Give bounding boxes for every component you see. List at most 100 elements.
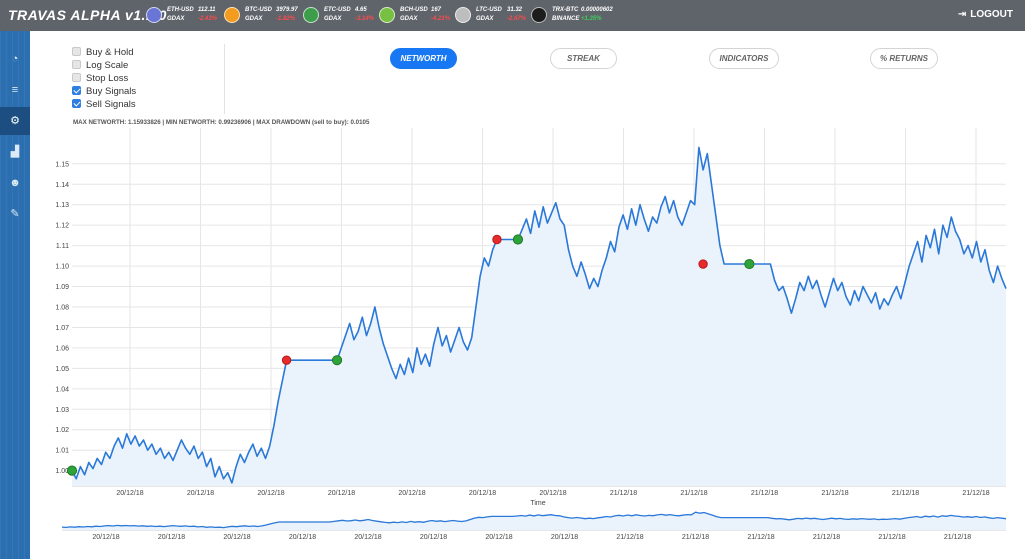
x-tick-label: 21/12/18 <box>892 490 919 497</box>
ticker-symbol: ETH-USD <box>167 7 194 13</box>
sell-signal-marker[interactable] <box>492 234 502 245</box>
navigator-tick-label: 20/12/18 <box>551 534 578 541</box>
ticker-symbol: LTC-USD <box>476 7 502 13</box>
ticker-exchange: GDAX <box>400 16 418 22</box>
ticker-exchange: GDAX <box>324 16 342 22</box>
ticker-change: -1.82% <box>276 16 296 22</box>
y-tick-label: 1.03 <box>55 407 69 414</box>
option-log-scale[interactable]: Log Scale <box>72 60 128 71</box>
sidebar-item-settings[interactable]: ≡ <box>0 76 30 104</box>
y-tick-label: 1.00 <box>55 468 69 475</box>
option-stop-loss[interactable]: Stop Loss <box>72 73 128 84</box>
dashboard-icon: ◔ <box>11 53 19 65</box>
ticker-change: -2.67% <box>507 16 527 22</box>
ticker-price: 3979.97 <box>276 7 298 13</box>
checkbox[interactable] <box>72 73 81 82</box>
ticker-exchange: BINANCE <box>552 16 580 22</box>
y-tick-label: 1.01 <box>55 448 69 455</box>
ticker-price: 167 <box>431 7 442 13</box>
ticker-price: 0.00000602 <box>581 7 613 13</box>
sidebar-item-tools[interactable]: ✎ <box>0 200 30 228</box>
ticker-change: +1.35% <box>581 16 602 22</box>
option-sell-signals[interactable]: Sell Signals <box>72 99 136 110</box>
sidebar-item-analytics[interactable]: ▟ <box>0 138 30 166</box>
ticker-symbol: ETC-USD <box>324 7 351 13</box>
y-tick-label: 1.08 <box>55 305 69 312</box>
x-tick-label: 20/12/18 <box>187 490 214 497</box>
y-tick-label: 1.10 <box>55 264 69 271</box>
navigator-tick-label: 20/12/18 <box>485 534 512 541</box>
navigator-tick-label: 20/12/18 <box>354 534 381 541</box>
option-label: Log Scale <box>86 60 129 71</box>
sidebar-item-strategies[interactable]: ⚙ <box>0 107 30 135</box>
buy-signal-marker[interactable] <box>744 258 755 270</box>
y-tick-label: 1.14 <box>55 182 69 189</box>
tab-networth[interactable]: NETWORTH <box>390 48 457 69</box>
x-tick-label: 21/12/18 <box>751 490 778 497</box>
y-tick-label: 1.13 <box>55 202 69 209</box>
sidebar-item-dashboard[interactable]: ◔ <box>0 45 30 73</box>
ticker-change: -3.14% <box>355 16 375 22</box>
x-tick-label: 20/12/18 <box>116 490 143 497</box>
x-tick-label: 21/12/18 <box>680 490 707 497</box>
buy-signal-marker[interactable] <box>66 465 78 476</box>
navigator-tick-label: 21/12/18 <box>944 534 971 541</box>
app-title: TRAVAS ALPHA v1.1.0 <box>8 7 167 23</box>
navigator-tick-label: 20/12/18 <box>289 534 316 541</box>
ticker-exchange: GDAX <box>476 16 494 22</box>
x-tick-label: 20/12/18 <box>469 490 496 497</box>
checkbox[interactable] <box>72 86 81 95</box>
sell-signal-marker[interactable] <box>281 355 292 365</box>
navigator-tick-label: 21/12/18 <box>878 534 905 541</box>
litecoin-icon <box>455 7 471 23</box>
navigator-tick-label: 20/12/18 <box>158 534 185 541</box>
option-label: Sell Signals <box>86 99 136 110</box>
sidebar-item-users[interactable]: ☻ <box>0 169 30 197</box>
ticker-exchange: GDAX <box>167 16 185 22</box>
option-label: Buy Signals <box>86 86 137 97</box>
navigator-area <box>62 512 1006 530</box>
area-chart-icon: ▟ <box>10 146 20 158</box>
y-tick-label: 1.06 <box>55 345 69 352</box>
ticker-symbol: BCH-USD <box>400 7 428 13</box>
tab-returns[interactable]: % RETURNS <box>870 48 938 69</box>
checkbox[interactable] <box>72 47 81 56</box>
x-tick-label: 20/12/18 <box>398 490 425 497</box>
x-tick-label: 21/12/18 <box>821 490 848 497</box>
top-bar: TRAVAS ALPHA v1.1.0 ETH-USD GDAX 112.11 -2.… <box>0 0 1025 31</box>
x-tick-label: 20/12/18 <box>539 490 566 497</box>
ticker-change: -2.43% <box>198 16 218 22</box>
logout-button[interactable]: ⇥ LOGOUT <box>958 9 1013 20</box>
navigator-tick-label: 21/12/18 <box>747 534 774 541</box>
sell-signal-marker[interactable] <box>698 259 708 269</box>
option-buy-hold[interactable]: Buy & Hold <box>72 47 134 58</box>
logout-icon: ⇥ <box>957 9 967 20</box>
range-navigator[interactable]: 20/12/18 20/12/18 20/12/18 20/12/18 20/12/18… <box>61 511 1007 541</box>
x-tick-label: 21/12/18 <box>610 490 637 497</box>
bitcoin-icon <box>224 7 240 23</box>
tab-streak[interactable]: STREAK <box>550 48 617 69</box>
option-buy-signals[interactable]: Buy Signals <box>72 86 136 97</box>
ethereum-icon <box>146 7 162 23</box>
users-icon: ☻ <box>9 177 21 189</box>
y-tick-label: 1.12 <box>55 223 69 230</box>
x-tick-label: 20/12/18 <box>257 490 284 497</box>
buy-signal-marker[interactable] <box>512 234 524 245</box>
checkbox[interactable] <box>72 99 81 108</box>
navigator-tick-label: 20/12/18 <box>92 534 119 541</box>
y-tick-label: 1.04 <box>55 386 69 393</box>
y-tick-label: 1.15 <box>55 161 69 168</box>
buy-signal-marker[interactable] <box>331 355 343 366</box>
logout-label: LOGOUT <box>970 9 1013 20</box>
networth-line <box>71 146 1007 484</box>
y-tick-label: 1.09 <box>55 284 69 291</box>
x-axis-label: Time <box>530 500 545 507</box>
networth-area <box>72 147 1006 486</box>
x-tick-label: 21/12/18 <box>962 490 989 497</box>
bitcoin-cash-icon <box>379 7 395 23</box>
tab-indicators[interactable]: INDICATORS <box>709 48 779 69</box>
y-tick-label: 1.07 <box>55 325 69 332</box>
sliders-icon: ≡ <box>11 84 19 96</box>
checkbox[interactable] <box>72 60 81 69</box>
